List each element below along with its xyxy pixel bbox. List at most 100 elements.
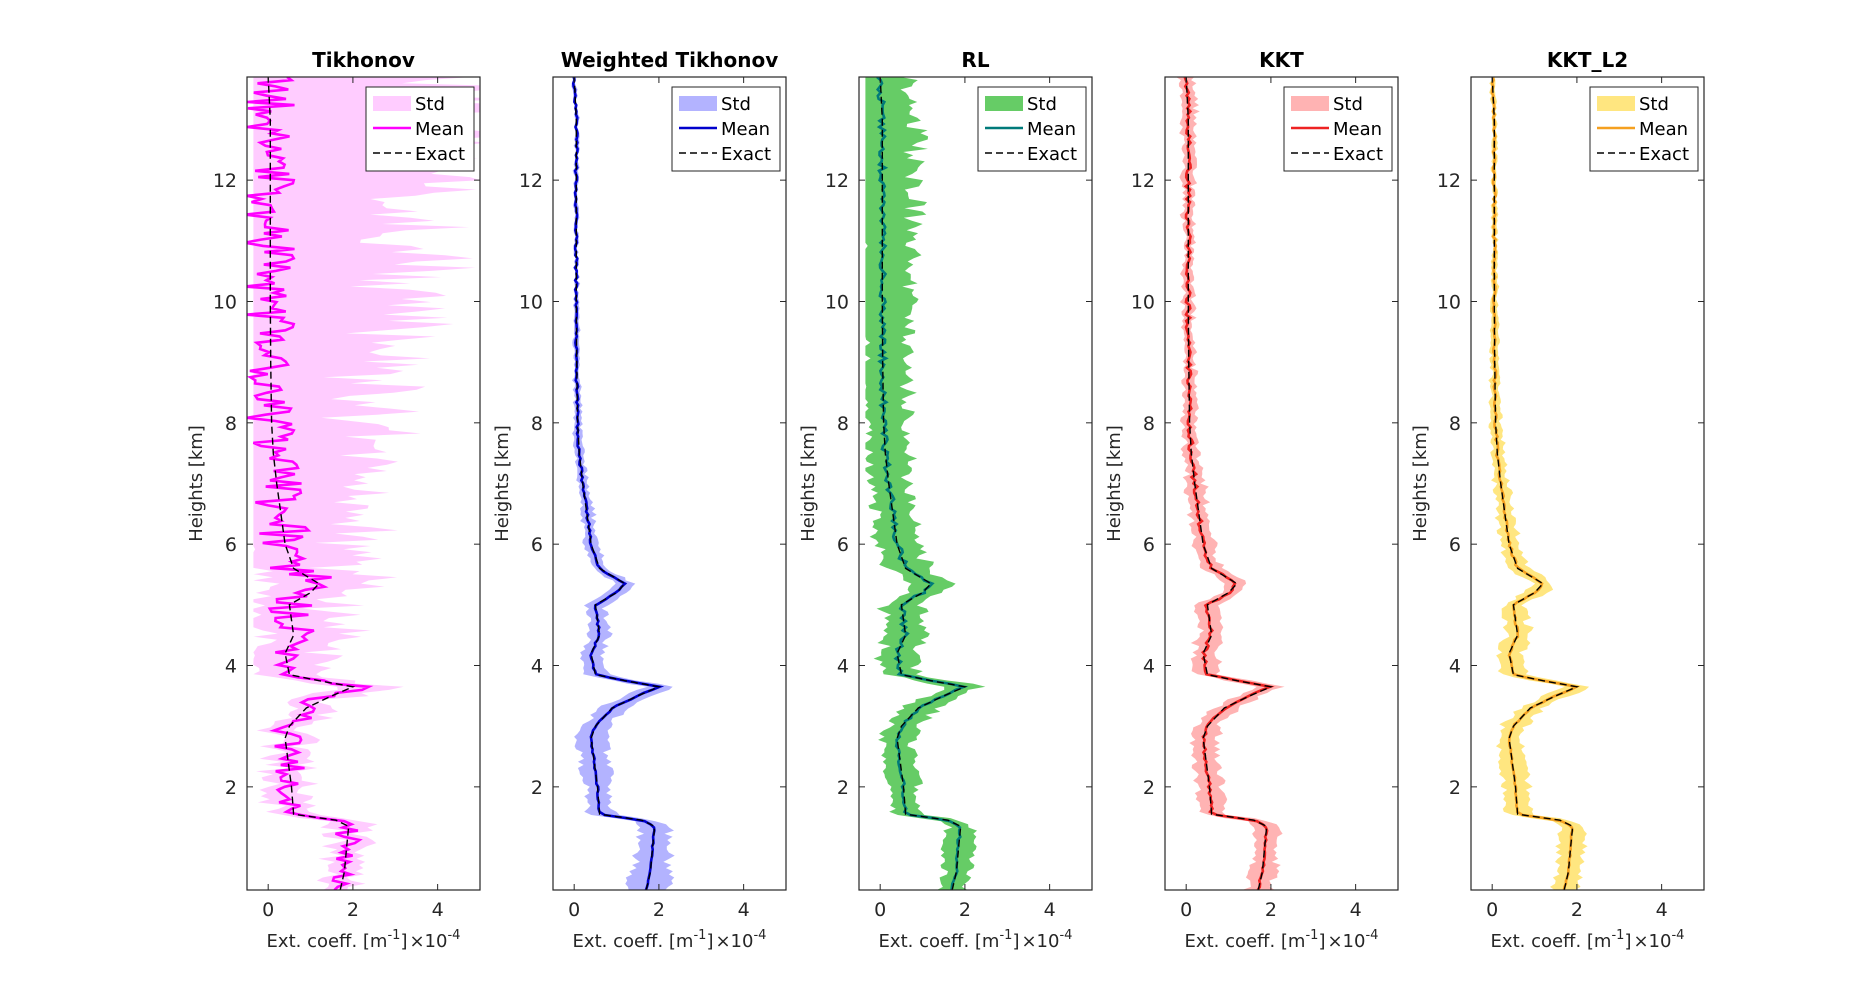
x-label-part: -1 bbox=[1305, 928, 1318, 943]
x-label-part: Ext. coeff. [m bbox=[1185, 931, 1306, 952]
plot-area bbox=[865, 77, 986, 890]
panel-2: 0 2 4 2 4 6 8 10 12 Weighted Tikhonov Heights [km]… bbox=[492, 48, 787, 952]
x-tick-label: 4 bbox=[1656, 899, 1668, 921]
x-axis-label: Ext. coeff. [m-1] ×10-4 bbox=[573, 928, 767, 952]
x-tick-label: 2 bbox=[347, 899, 359, 921]
legend-label: Exact bbox=[1333, 144, 1383, 165]
y-tick-label: 8 bbox=[531, 413, 543, 435]
exact-line bbox=[267, 77, 356, 890]
x-label-part: Ext. coeff. [m bbox=[879, 931, 1000, 952]
y-tick-label: 2 bbox=[1449, 777, 1461, 799]
legend-std-swatch bbox=[679, 96, 717, 111]
x-label-part: ×10 bbox=[409, 931, 447, 952]
x-axis-label: Ext. coeff. [m-1] ×10-4 bbox=[1185, 928, 1379, 952]
axes-box bbox=[1164, 76, 1399, 891]
plot-area bbox=[1176, 77, 1285, 890]
legend-label: Std bbox=[1639, 94, 1669, 115]
y-tick-label: 8 bbox=[225, 413, 237, 435]
exact-line bbox=[1185, 77, 1274, 890]
x-tick-label: 2 bbox=[1571, 899, 1583, 921]
x-tick-label: 4 bbox=[432, 899, 444, 921]
y-axis-label: Heights [km] bbox=[1410, 425, 1431, 542]
x-label-part: -1 bbox=[693, 928, 706, 943]
legend-label: Exact bbox=[1639, 144, 1689, 165]
y-tick-label: 8 bbox=[1143, 413, 1155, 435]
axes-box bbox=[552, 76, 787, 891]
panel-title: KKT bbox=[1259, 48, 1304, 72]
x-axis-label: Ext. coeff. [m-1] ×10-4 bbox=[879, 928, 1073, 952]
plot-area bbox=[571, 77, 675, 890]
legend-std-swatch bbox=[985, 96, 1023, 111]
exact-line bbox=[879, 77, 968, 890]
y-tick-label: 2 bbox=[225, 777, 237, 799]
plot-area bbox=[1488, 77, 1590, 890]
y-axis-label: Heights [km] bbox=[492, 425, 513, 542]
legend-std-swatch bbox=[1291, 96, 1329, 111]
legend: Std Mean Exact bbox=[365, 86, 475, 172]
panel-title: Tikhonov bbox=[312, 48, 415, 72]
y-tick-label: 4 bbox=[225, 656, 237, 678]
panel-1: 0 2 4 2 4 6 8 10 12 Tikhonov Heights [km] Ext. coef… bbox=[186, 48, 481, 952]
legend-std-swatch bbox=[373, 96, 411, 111]
y-tick-label: 4 bbox=[1449, 656, 1461, 678]
x-label-part: ×10 bbox=[715, 931, 753, 952]
x-tick-label: 0 bbox=[262, 899, 274, 921]
x-label-part: ×10 bbox=[1327, 931, 1365, 952]
legend-label: Mean bbox=[721, 119, 770, 140]
std-band bbox=[571, 77, 675, 890]
legend-label: Mean bbox=[1027, 119, 1076, 140]
y-tick-label: 10 bbox=[825, 291, 849, 313]
std-band bbox=[253, 77, 480, 890]
y-tick-label: 10 bbox=[519, 291, 543, 313]
x-tick-label: 0 bbox=[1180, 899, 1192, 921]
axes-box bbox=[1470, 76, 1705, 891]
y-tick-label: 4 bbox=[837, 656, 849, 678]
x-label-part: Ext. coeff. [m bbox=[267, 931, 388, 952]
x-label-part: -4 bbox=[1059, 928, 1072, 943]
y-tick-label: 2 bbox=[837, 777, 849, 799]
x-label-part: ] bbox=[400, 931, 407, 952]
y-axis-label: Heights [km] bbox=[1104, 425, 1125, 542]
y-tick-label: 6 bbox=[225, 534, 237, 556]
y-tick-label: 6 bbox=[837, 534, 849, 556]
x-label-part: -4 bbox=[1671, 928, 1684, 943]
legend: Std Mean Exact bbox=[671, 86, 781, 172]
panel-4: 0 2 4 2 4 6 8 10 12 KKT Heights [km] Ext. coeff. [m… bbox=[1104, 48, 1399, 952]
y-tick-label: 10 bbox=[213, 291, 237, 313]
y-tick-label: 12 bbox=[519, 170, 543, 192]
exact-line bbox=[573, 77, 662, 890]
panel-title: RL bbox=[961, 48, 989, 72]
legend-label: Mean bbox=[415, 119, 464, 140]
legend: Std Mean Exact bbox=[1589, 86, 1699, 172]
legend-label: Exact bbox=[721, 144, 771, 165]
x-label-part: -1 bbox=[1611, 928, 1624, 943]
legend-label: Exact bbox=[415, 144, 465, 165]
mean-line bbox=[247, 77, 374, 890]
y-tick-label: 4 bbox=[531, 656, 543, 678]
x-tick-label: 2 bbox=[653, 899, 665, 921]
x-tick-label: 2 bbox=[959, 899, 971, 921]
exact-line bbox=[1491, 77, 1580, 890]
x-label-part: ] bbox=[1318, 931, 1325, 952]
x-label-part: ×10 bbox=[1021, 931, 1059, 952]
axes-box bbox=[246, 76, 481, 891]
y-tick-label: 12 bbox=[1131, 170, 1155, 192]
y-tick-label: 8 bbox=[1449, 413, 1461, 435]
y-tick-label: 10 bbox=[1437, 291, 1461, 313]
x-label-part: ×10 bbox=[1633, 931, 1671, 952]
x-tick-label: 0 bbox=[874, 899, 886, 921]
y-tick-label: 12 bbox=[825, 170, 849, 192]
panel-title: KKT_L2 bbox=[1547, 48, 1628, 72]
x-tick-label: 4 bbox=[1044, 899, 1056, 921]
x-label-part: ] bbox=[706, 931, 713, 952]
y-tick-label: 2 bbox=[1143, 777, 1155, 799]
panel-title: Weighted Tikhonov bbox=[561, 48, 779, 72]
std-band bbox=[1488, 77, 1590, 890]
x-label-part: -1 bbox=[999, 928, 1012, 943]
x-axis-label: Ext. coeff. [m-1] ×10-4 bbox=[1491, 928, 1685, 952]
x-label-part: -1 bbox=[387, 928, 400, 943]
y-tick-label: 6 bbox=[531, 534, 543, 556]
x-label-part: -4 bbox=[753, 928, 766, 943]
